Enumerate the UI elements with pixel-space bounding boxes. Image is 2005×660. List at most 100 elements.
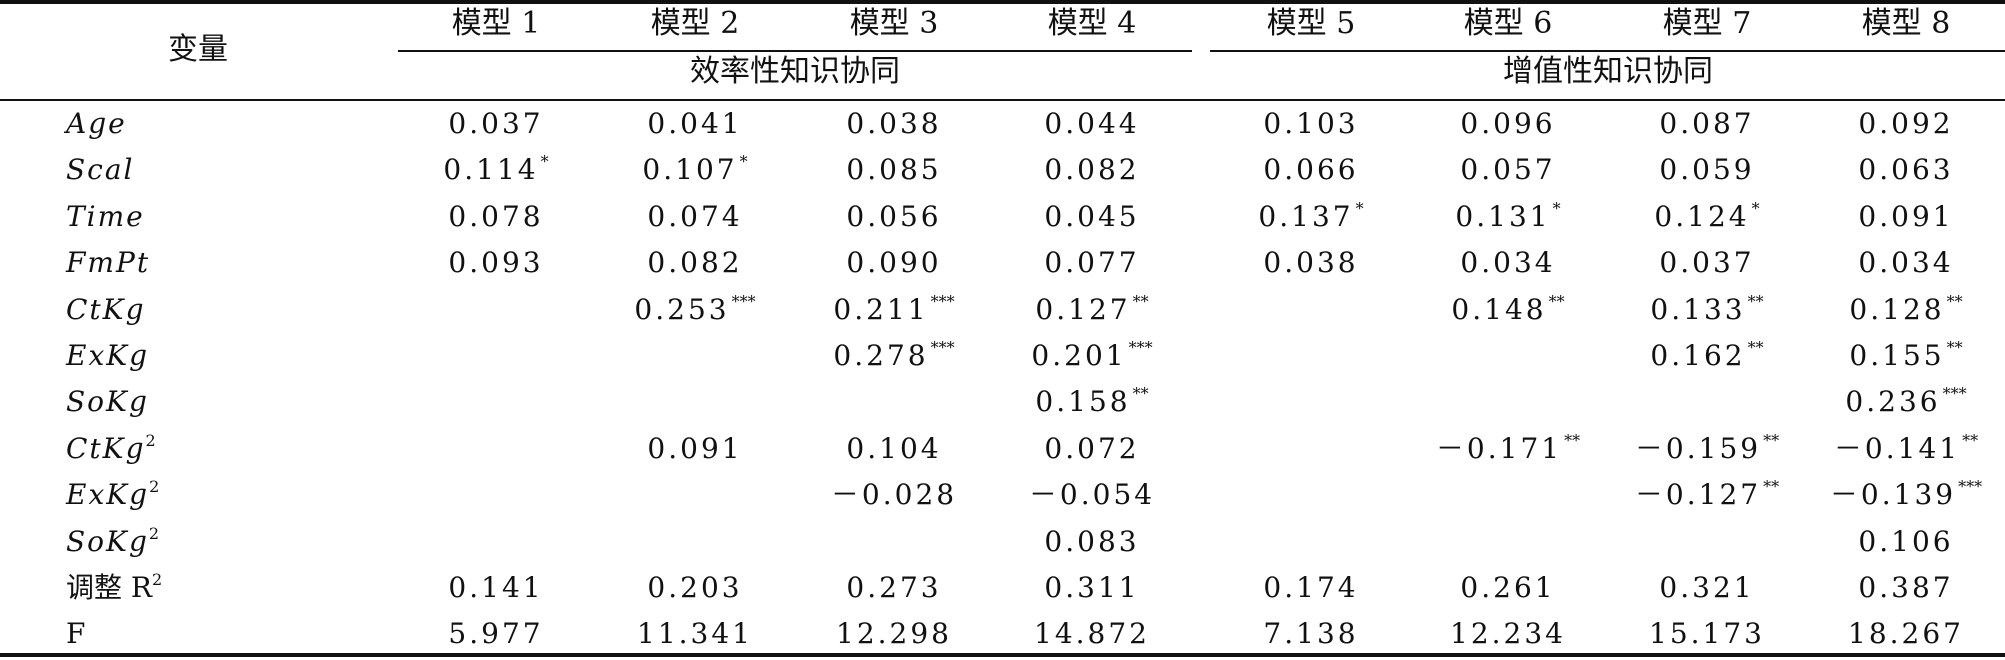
variable-name: 调整 R <box>66 571 152 604</box>
model-header-6: 模型 6 <box>1463 6 1553 41</box>
table-cell-value: 11.341 <box>637 617 753 651</box>
variable-name: FmPt <box>66 246 151 280</box>
model-header-7: 模型 7 <box>1662 6 1752 41</box>
table-cell-value: 0.321 <box>1659 571 1755 604</box>
table-cell-value: 0.096 <box>1460 107 1556 140</box>
table-cell-value: 0.107 * <box>642 152 748 187</box>
variable-superscript: 2 <box>151 570 163 589</box>
table-cell-value: 0.077 <box>1044 246 1140 280</box>
variable-name: Scal <box>66 153 135 187</box>
table-cell-value: －0.171 ** <box>1435 430 1581 465</box>
table-cell-value: 0.041 <box>647 107 743 140</box>
table-cell-value: 5.977 <box>448 617 544 651</box>
table-cell-value: 0.087 <box>1659 107 1755 140</box>
row-label: ExKg2 <box>66 477 159 513</box>
table-cell-value: 0.311 <box>1044 571 1140 604</box>
table-cell-value: 0.057 <box>1460 153 1556 187</box>
table-cell-value: 0.106 <box>1858 524 1954 558</box>
significance-marker: *** <box>930 291 955 311</box>
table-cell-value: 0.278 *** <box>833 338 955 372</box>
table-cell-value: －0.139 *** <box>1829 477 1983 512</box>
significance-marker: ** <box>1763 477 1780 497</box>
table-cell-value: －0.054 <box>1028 478 1156 512</box>
row-label: SoKg <box>66 384 149 420</box>
significance-marker: ** <box>1946 338 1963 357</box>
table-top-rule <box>0 0 2005 4</box>
significance-marker: ** <box>1747 338 1764 357</box>
table-cell-value: －0.141 ** <box>1833 430 1979 465</box>
table-cell-value: 0.141 <box>448 571 544 604</box>
model-header-2: 模型 2 <box>650 6 740 41</box>
table-cell-value: 0.044 <box>1044 107 1140 140</box>
table-cell-value: 0.261 <box>1460 571 1556 604</box>
table-cell-value: 0.059 <box>1659 153 1755 187</box>
table-cell-value: 0.104 <box>846 431 942 465</box>
table-cell-value: 0.091 <box>1858 199 1954 233</box>
table-cell-value: 7.138 <box>1263 617 1359 651</box>
table-cell-value: 0.155 ** <box>1849 338 1963 372</box>
table-cell-value: 12.234 <box>1450 617 1566 651</box>
significance-marker: ** <box>1946 291 1963 311</box>
model-header-4: 模型 4 <box>1047 6 1137 41</box>
row-label: Scal <box>66 152 135 188</box>
table-cell-value: 0.387 <box>1858 571 1954 604</box>
variable-name: SoKg <box>66 524 149 558</box>
variable-name: CtKg <box>66 292 146 326</box>
table-cell-value: 18.267 <box>1848 617 1964 651</box>
table-cell-value: 0.236 *** <box>1845 384 1967 419</box>
table-cell-value: 0.066 <box>1263 153 1359 187</box>
table-bottom-rule <box>0 653 2005 657</box>
significance-marker: ** <box>1962 430 1979 450</box>
table-cell-value: －0.159 ** <box>1634 430 1780 465</box>
variable-name: ExKg <box>66 478 150 512</box>
row-label: SoKg2 <box>66 524 159 560</box>
table-cell-value: 15.173 <box>1649 617 1765 651</box>
table-cell-value: 0.083 <box>1044 524 1140 558</box>
row-label: Time <box>66 199 145 235</box>
table-cell-value: 0.082 <box>1044 153 1140 187</box>
row-label: ExKg <box>66 338 149 374</box>
table-cell-value: 0.034 <box>1460 246 1556 280</box>
row-label: 调整 R2 <box>66 570 162 606</box>
table-cell-value: 0.063 <box>1858 153 1954 187</box>
table-cell-value: 0.273 <box>846 571 942 604</box>
table-cell-value: 0.034 <box>1858 246 1954 280</box>
table-cell-value: 0.091 <box>647 431 743 465</box>
table-cell-value: 0.038 <box>846 107 942 140</box>
table-cell-value: 0.045 <box>1044 199 1140 233</box>
row-label: CtKg <box>66 292 146 328</box>
table-cell-value: 0.085 <box>846 153 942 187</box>
variable-name: Age <box>66 107 127 140</box>
table-cell-value: 0.158 ** <box>1035 384 1149 419</box>
table-cell-value: 0.133 ** <box>1650 291 1764 326</box>
model-header-8: 模型 8 <box>1861 6 1951 41</box>
model-header-1: 模型 1 <box>451 6 541 41</box>
significance-marker: * <box>1355 198 1364 218</box>
table-cell-value: 0.103 <box>1263 107 1359 140</box>
table-cell-value: 0.072 <box>1044 431 1140 465</box>
table-cell-value: 0.038 <box>1263 246 1359 280</box>
table-cell-value: 0.201 *** <box>1031 338 1153 372</box>
significance-marker: ** <box>1132 291 1149 311</box>
table-cell-value: 0.092 <box>1858 107 1954 140</box>
row-label: Age <box>66 106 127 142</box>
variable-name: F <box>66 617 86 651</box>
table-cell-value: 0.037 <box>448 107 544 140</box>
table-cell-value: 0.124 * <box>1654 198 1760 233</box>
table-cell-value: －0.127 ** <box>1634 477 1780 512</box>
significance-marker: * <box>540 152 549 172</box>
significance-marker: *** <box>1958 477 1983 497</box>
row-label: FmPt <box>66 245 150 281</box>
significance-marker: *** <box>1942 384 1967 404</box>
significance-marker: *** <box>1128 338 1153 357</box>
row-label: F <box>66 616 85 652</box>
table-cell-value: 14.872 <box>1034 617 1150 651</box>
table-cell-value: 0.082 <box>647 246 743 280</box>
table-cell-value: 0.174 <box>1263 571 1359 604</box>
variable-name: Time <box>66 199 145 233</box>
table-header-rule <box>0 99 2005 101</box>
group-rule-value-added <box>1210 50 2005 52</box>
table-cell-value: 0.211 *** <box>833 291 955 326</box>
table-cell-value: 0.114 * <box>443 152 549 187</box>
significance-marker: ** <box>1763 430 1780 450</box>
